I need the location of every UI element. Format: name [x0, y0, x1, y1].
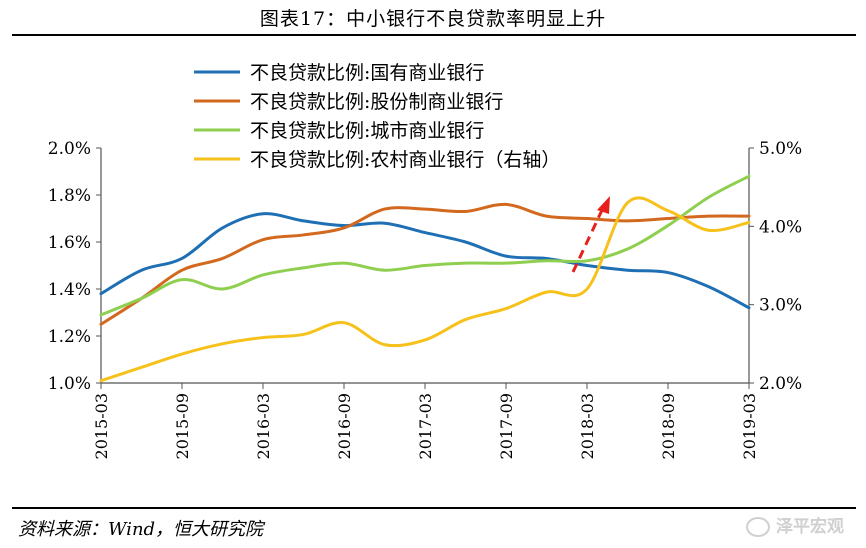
y-right-tick-label: 2.0%	[759, 374, 802, 394]
legend-label: 不良贷款比例:农村商业银行（右轴）	[250, 149, 560, 171]
x-tick-label: 2017-09	[497, 393, 516, 459]
y-left-tick-label: 1.0%	[48, 374, 91, 394]
trend-arrow	[571, 196, 610, 273]
watermark: 泽平宏观	[746, 512, 844, 537]
x-tick-label: 2018-03	[578, 393, 597, 459]
y-left-tick-label: 2.0%	[48, 139, 91, 159]
x-tick-label: 2016-09	[335, 393, 354, 459]
trend-arrow-line	[571, 207, 605, 273]
x-tick-label: 2016-03	[254, 393, 273, 459]
source-note: 资料来源：Wind，恒大研究院	[18, 519, 264, 540]
line-joint-stock	[99, 202, 751, 326]
y-left-tick-label: 1.6%	[48, 233, 91, 253]
chart-title: 图表17：中小银行不良贷款率明显上升	[259, 8, 607, 30]
y-left-tick-label: 1.8%	[48, 186, 91, 206]
line-rural-commercial	[99, 196, 751, 383]
legend: 不良贷款比例:国有商业银行不良贷款比例:股份制商业银行不良贷款比例:城市商业银行…	[194, 62, 560, 171]
wechat-icon	[746, 517, 770, 537]
line-state-owned	[99, 212, 751, 310]
x-tick-label: 2018-09	[659, 393, 678, 459]
series-lines	[99, 174, 751, 383]
trend-arrow-head	[597, 196, 610, 214]
line-city-commercial	[99, 174, 751, 317]
y-right-tick-label: 5.0%	[759, 139, 802, 159]
legend-label: 不良贷款比例:股份制商业银行	[250, 91, 503, 113]
x-tick-label: 2015-03	[92, 393, 111, 459]
legend-label: 不良贷款比例:城市商业银行	[250, 120, 484, 142]
axes: 1.0% 1.2% 1.4% 1.6% 1.8% 2.0% 2.0% 3.0% 4.0% 5.0%…	[48, 139, 802, 459]
bottom-rule	[12, 507, 856, 509]
x-tick-label: 2019-03	[740, 393, 759, 459]
y-right-tick-label: 3.0%	[759, 296, 802, 316]
x-tick-label: 2017-03	[416, 393, 435, 459]
top-rule	[12, 34, 856, 36]
legend-label: 不良贷款比例:国有商业银行	[250, 62, 484, 84]
line-chart: 1.0% 1.2% 1.4% 1.6% 1.8% 2.0% 2.0% 3.0% 4.0% 5.0%…	[48, 62, 802, 459]
watermark-text: 泽平宏观	[776, 517, 844, 537]
y-right-tick-label: 4.0%	[759, 217, 802, 237]
x-tick-label: 2015-09	[173, 393, 192, 459]
y-left-tick-label: 1.4%	[48, 280, 91, 300]
y-left-tick-label: 1.2%	[48, 327, 91, 347]
